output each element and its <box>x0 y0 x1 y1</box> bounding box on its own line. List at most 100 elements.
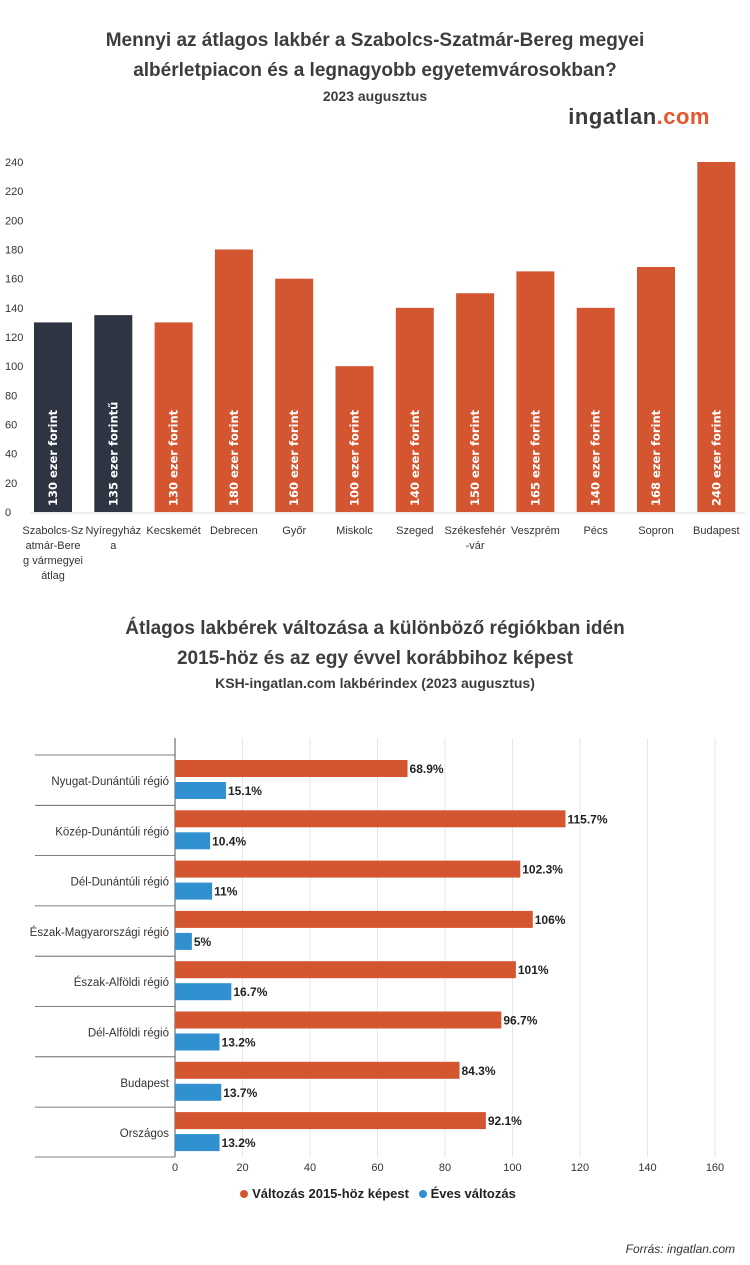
x-category-label: Nyíregyház <box>85 525 141 537</box>
y-tick-label: 100 <box>5 361 23 373</box>
bar-data-label: 165 ezer forint <box>528 409 542 506</box>
bar <box>637 267 675 512</box>
bar-data-label: 16.7% <box>233 985 267 999</box>
bar-data-label: 135 ezer forintű <box>106 402 120 506</box>
bar-data-label: 92.1% <box>488 1114 522 1128</box>
y-tick-label: 200 <box>5 215 23 227</box>
y-tick-label: 0 <box>5 507 11 519</box>
bar-data-label: 168 ezer forint <box>649 409 663 506</box>
x-tick-label: 80 <box>439 1162 451 1174</box>
bar <box>175 882 213 900</box>
bar <box>175 1011 502 1029</box>
bar <box>175 1134 220 1152</box>
bar-data-label: 96.7% <box>503 1014 537 1028</box>
bar-data-label: 11% <box>214 885 238 899</box>
x-category-label: Székesfehér <box>445 525 506 537</box>
bar-data-label: 10.4% <box>212 834 246 848</box>
y-category-label: Dél-Alföldi régió <box>88 1028 169 1040</box>
bar-data-label: 13.2% <box>222 1136 256 1150</box>
y-tick-label: 140 <box>5 303 23 315</box>
y-tick-label: 220 <box>5 186 23 198</box>
y-tick-label: 180 <box>5 245 23 257</box>
x-category-label: Győr <box>282 525 306 537</box>
y-tick-label: 40 <box>5 449 17 461</box>
x-category-label: atmár-Bere <box>25 540 80 552</box>
y-category-label: Közép-Dunántúli régió <box>55 826 169 838</box>
y-category-label: Dél-Dunántúli régió <box>71 877 169 889</box>
bar <box>214 249 253 512</box>
x-category-label: Budapest <box>693 525 739 537</box>
bar <box>175 810 566 828</box>
bar-data-label: 180 ezer forint <box>227 409 241 506</box>
x-category-label: Szabolcs-Sz <box>22 525 83 537</box>
y-category-label: Észak-Magyarországi régió <box>30 926 169 939</box>
bar <box>516 271 555 512</box>
bar <box>175 961 516 979</box>
x-category-label: Debrecen <box>210 525 258 537</box>
bar-data-label: 140 ezer forint <box>408 409 422 506</box>
x-category-label: g vármegyei <box>23 555 83 567</box>
bar <box>175 983 232 1001</box>
x-tick-label: 120 <box>571 1162 589 1174</box>
bar <box>175 760 408 777</box>
bar-data-label: 102.3% <box>522 863 563 877</box>
legend-label-2015: Változás 2015-höz képest <box>252 1186 409 1201</box>
x-category-label: Sopron <box>638 525 673 537</box>
legend-label-annual: Éves változás <box>430 1186 516 1201</box>
x-category-label: -vár <box>466 540 485 552</box>
x-tick-label: 160 <box>706 1162 724 1174</box>
x-tick-label: 60 <box>371 1162 383 1174</box>
bar-data-label: 13.2% <box>222 1036 256 1050</box>
chart2-title-line1: Átlagos lakbérek változása a különböző r… <box>125 618 625 639</box>
bar-data-label: 68.9% <box>410 762 444 776</box>
chart1-subtitle: 2023 augusztus <box>322 88 428 104</box>
bar <box>697 162 736 512</box>
ingatlan-logo: ingatlan.com <box>568 104 710 129</box>
x-category-label: Kecskemét <box>146 525 200 537</box>
bar <box>175 1061 460 1079</box>
x-tick-label: 140 <box>638 1162 656 1174</box>
bar <box>154 322 193 512</box>
bar <box>335 366 374 512</box>
chart2-title-line2: 2015-höz és az egy évvel korábbihoz képe… <box>176 648 573 669</box>
bar <box>576 307 615 512</box>
chart2-legend: Változás 2015-höz képest Éves változás <box>0 1186 750 1201</box>
bar-data-label: 150 ezer forint <box>468 409 482 506</box>
bar-data-label: 15.1% <box>228 784 262 798</box>
bar-data-label: 160 ezer forint <box>287 409 301 506</box>
bar <box>175 1033 220 1051</box>
y-category-label: Nyugat-Dunántúli régió <box>51 776 169 788</box>
bar-data-label: 5% <box>194 935 212 949</box>
chart1-title: Mennyi az átlagos lakbér a Szabolcs-Szat… <box>105 30 645 81</box>
bar-data-label: 13.7% <box>223 1086 257 1100</box>
bar <box>175 782 226 799</box>
bar-data-label: 106% <box>535 913 566 927</box>
y-category-label: Budapest <box>120 1078 169 1090</box>
x-tick-label: 100 <box>503 1162 521 1174</box>
bar-data-label: 101% <box>518 963 549 977</box>
bar-data-label: 130 ezer forint <box>167 409 181 506</box>
legend-swatch-2015 <box>240 1190 249 1198</box>
x-category-label: átlag <box>41 570 65 582</box>
bar <box>175 910 533 928</box>
bar <box>34 322 72 512</box>
y-category-label: Országos <box>120 1128 169 1140</box>
y-tick-label: 120 <box>5 332 23 344</box>
bar-data-label: 130 ezer forint <box>46 409 60 506</box>
bar <box>175 1112 486 1130</box>
bar <box>456 293 495 512</box>
legend-swatch-annual <box>418 1190 427 1198</box>
x-category-label: a <box>110 540 117 552</box>
chart2-subtitle: KSH-ingatlan.com lakbérindex (2023 augus… <box>215 675 535 691</box>
bar-data-label: 140 ezer forint <box>589 409 603 506</box>
bar <box>175 860 521 878</box>
x-category-label: Pécs <box>583 525 608 537</box>
y-tick-label: 80 <box>5 390 17 402</box>
bar-data-label: 115.7% <box>567 812 607 826</box>
x-category-label: Szeged <box>396 525 433 537</box>
y-category-label: Észak-Alföldi régió <box>74 976 169 989</box>
bar <box>175 832 211 850</box>
y-tick-label: 160 <box>5 274 23 286</box>
source-note: Forrás: ingatlan.com <box>625 1242 735 1256</box>
